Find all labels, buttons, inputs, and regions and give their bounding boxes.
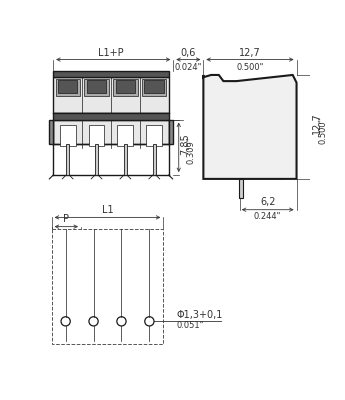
Bar (113, 79, 138, 96)
Bar (95, 144, 98, 175)
Bar (169, 120, 173, 144)
Text: 0.500": 0.500" (236, 63, 264, 72)
Text: 0.500": 0.500" (318, 117, 327, 144)
Bar (49, 120, 53, 144)
Text: 0.024": 0.024" (175, 63, 202, 72)
Bar (124, 144, 127, 175)
Bar (53, 77, 169, 114)
Bar (118, 125, 134, 146)
Bar (87, 80, 106, 93)
Text: 7,85: 7,85 (180, 133, 190, 155)
Bar (53, 120, 169, 144)
Bar (239, 179, 243, 198)
Bar (146, 125, 162, 146)
Text: 0,6: 0,6 (181, 48, 196, 58)
Bar (85, 79, 109, 96)
Text: 12,7: 12,7 (312, 112, 322, 134)
Bar (153, 144, 156, 175)
Polygon shape (204, 75, 297, 179)
Bar (66, 144, 69, 175)
Text: Φ1,3+0,1: Φ1,3+0,1 (176, 310, 223, 320)
Bar (58, 80, 78, 93)
Bar (142, 79, 166, 96)
Bar (53, 71, 169, 77)
Text: 0.309": 0.309" (186, 137, 195, 164)
Text: 12,7: 12,7 (239, 48, 261, 58)
Text: L1+P: L1+P (98, 48, 124, 58)
Text: 0.244": 0.244" (254, 212, 282, 221)
Bar (89, 125, 105, 146)
Bar (145, 80, 164, 93)
Text: L1: L1 (102, 205, 113, 215)
Bar (52, 229, 163, 344)
Text: 0.051": 0.051" (176, 321, 204, 330)
Bar (60, 125, 76, 146)
Bar (56, 79, 80, 96)
Bar (53, 114, 169, 120)
Bar (116, 80, 135, 93)
Text: 6,2: 6,2 (260, 197, 275, 207)
Text: P: P (63, 214, 69, 224)
